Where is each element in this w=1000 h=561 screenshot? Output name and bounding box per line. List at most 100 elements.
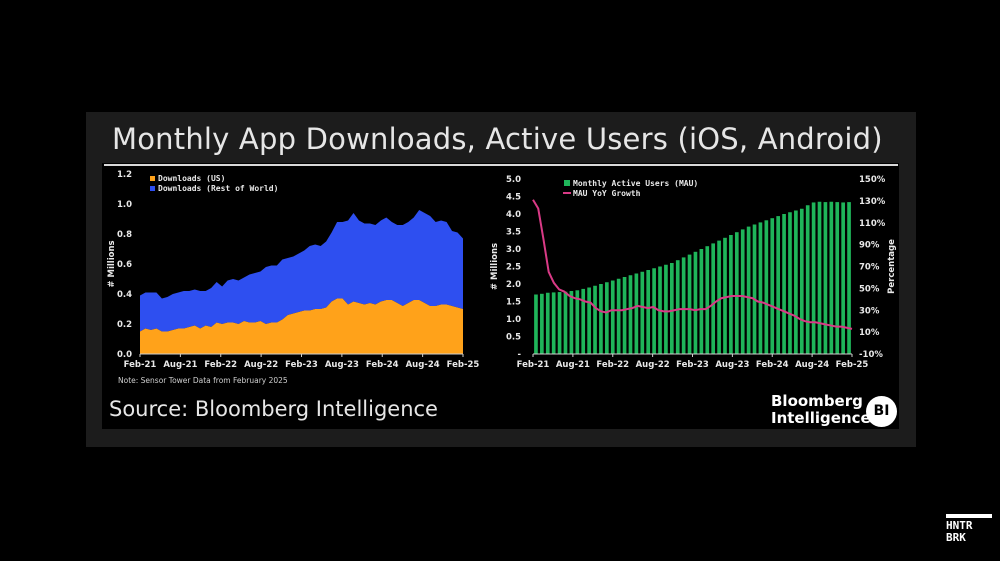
source-text: Source: Bloomberg Intelligence xyxy=(109,397,438,421)
x-tick-label: Aug-24 xyxy=(795,360,829,370)
mau-bar xyxy=(758,222,763,354)
mau-bar xyxy=(805,205,810,354)
mau-bar xyxy=(616,278,621,354)
x-tick-label: Aug-23 xyxy=(325,360,359,370)
mau-bar xyxy=(545,292,550,354)
x-tick-label: Feb-23 xyxy=(676,360,709,370)
mau-bar xyxy=(551,292,556,354)
mau-bar xyxy=(723,237,727,354)
x-tick-label: Aug-22 xyxy=(636,360,670,370)
hntr-brk-logo: HNTR BRK xyxy=(946,514,993,544)
y2-tick-label: 110% xyxy=(859,219,886,229)
mau-bar xyxy=(610,280,615,354)
page-title: Monthly App Downloads, Active Users (iOS… xyxy=(112,122,883,156)
mau-bar xyxy=(729,235,733,354)
mau-bar xyxy=(587,287,591,354)
y2-tick-label: 70% xyxy=(859,263,880,273)
y-tick-label: 0.6 xyxy=(117,260,132,270)
x-tick-label: Feb-22 xyxy=(596,360,629,370)
legend-row-swatch xyxy=(150,186,155,191)
mau-bar xyxy=(693,251,698,354)
x-tick-label: Feb-22 xyxy=(204,360,237,370)
mau-bar xyxy=(841,202,845,354)
legend-mau-swatch xyxy=(564,180,570,186)
y-tick-label: - xyxy=(517,350,521,360)
mau-bar xyxy=(557,292,562,354)
y2-tick-label: 150% xyxy=(859,175,886,185)
y-tick-label: 5.0 xyxy=(506,175,521,185)
logo-line-1: HNTR xyxy=(946,519,973,532)
bloomberg-intelligence-logo: Bloomberg Intelligence xyxy=(771,393,871,427)
mau-bar xyxy=(646,270,651,354)
y-tick-label: 2.0 xyxy=(506,280,521,290)
x-tick-label: Feb-24 xyxy=(756,360,789,370)
y2-tick-label: -10% xyxy=(859,350,883,360)
x-tick-label: Aug-22 xyxy=(244,360,278,370)
mau-bar xyxy=(540,293,544,354)
mau-bar xyxy=(575,290,580,354)
mau-bar xyxy=(581,288,586,354)
y2-tick-label: 30% xyxy=(859,306,880,316)
mau-bar xyxy=(835,202,840,354)
mau-bar xyxy=(634,273,639,354)
mau-bar xyxy=(717,240,721,354)
mau-bar xyxy=(823,202,828,354)
mau-bar xyxy=(640,271,645,354)
logo-line-2: BRK xyxy=(946,531,966,544)
mau-bar xyxy=(794,210,798,354)
mau-bar xyxy=(711,243,716,354)
brand-line-1: Bloomberg xyxy=(771,392,863,410)
downloads-row-area xyxy=(140,210,463,332)
mau-bar xyxy=(811,202,816,354)
y-tick-label: 1.0 xyxy=(117,200,132,210)
y-tick-label: 0.8 xyxy=(117,230,132,240)
mau-bar xyxy=(593,285,597,354)
y2-axis-label: Percentage xyxy=(887,239,897,294)
y-axis-label: # Millions xyxy=(107,240,117,287)
x-tick-label: Feb-25 xyxy=(447,360,480,370)
mau-bar xyxy=(599,284,603,354)
mau-bar xyxy=(699,249,704,354)
y2-tick-label: 130% xyxy=(859,197,886,207)
mau-bar xyxy=(847,202,851,354)
x-tick-label: Feb-24 xyxy=(366,360,399,370)
x-tick-label: Aug-23 xyxy=(715,360,749,370)
y-tick-label: 0.2 xyxy=(117,320,132,330)
mau-bar xyxy=(746,226,751,354)
x-tick-label: Feb-23 xyxy=(285,360,318,370)
mau-bar xyxy=(628,275,633,354)
mau-bar xyxy=(829,201,834,354)
mau-bar xyxy=(664,264,668,354)
mau-bar xyxy=(776,216,780,354)
y-tick-label: 0.0 xyxy=(117,350,132,360)
mau-bar xyxy=(569,291,574,354)
mau-bar xyxy=(563,291,568,354)
mau-bar xyxy=(652,268,656,354)
brand-line-2: Intelligence xyxy=(771,409,871,427)
mau-bar xyxy=(799,208,804,354)
y-tick-label: 0.5 xyxy=(506,333,521,343)
mau-bar xyxy=(817,201,822,354)
x-tick-label: Aug-21 xyxy=(163,360,197,370)
legend-us-swatch xyxy=(150,176,155,181)
mau-bar xyxy=(534,294,538,354)
y2-tick-label: 50% xyxy=(859,284,880,294)
y2-tick-label: 90% xyxy=(859,241,880,251)
y-tick-label: 4.5 xyxy=(506,193,521,203)
mau-bar xyxy=(734,232,739,354)
x-tick-label: Feb-21 xyxy=(517,360,550,370)
mau-bar xyxy=(782,214,786,354)
chart-note: Note: Sensor Tower Data from February 20… xyxy=(118,376,288,385)
mau-bar xyxy=(675,260,680,354)
x-tick-label: Aug-21 xyxy=(556,360,590,370)
mau-bar xyxy=(770,218,775,354)
title-divider xyxy=(104,164,898,166)
y-tick-label: 1.2 xyxy=(117,170,132,180)
legend-row-label: Downloads (Rest of World) xyxy=(158,184,278,193)
legend-us-label: Downloads (US) xyxy=(158,174,225,183)
logo-bar xyxy=(946,514,992,518)
mau-bar xyxy=(705,246,710,354)
y-tick-label: 3.0 xyxy=(506,245,521,255)
